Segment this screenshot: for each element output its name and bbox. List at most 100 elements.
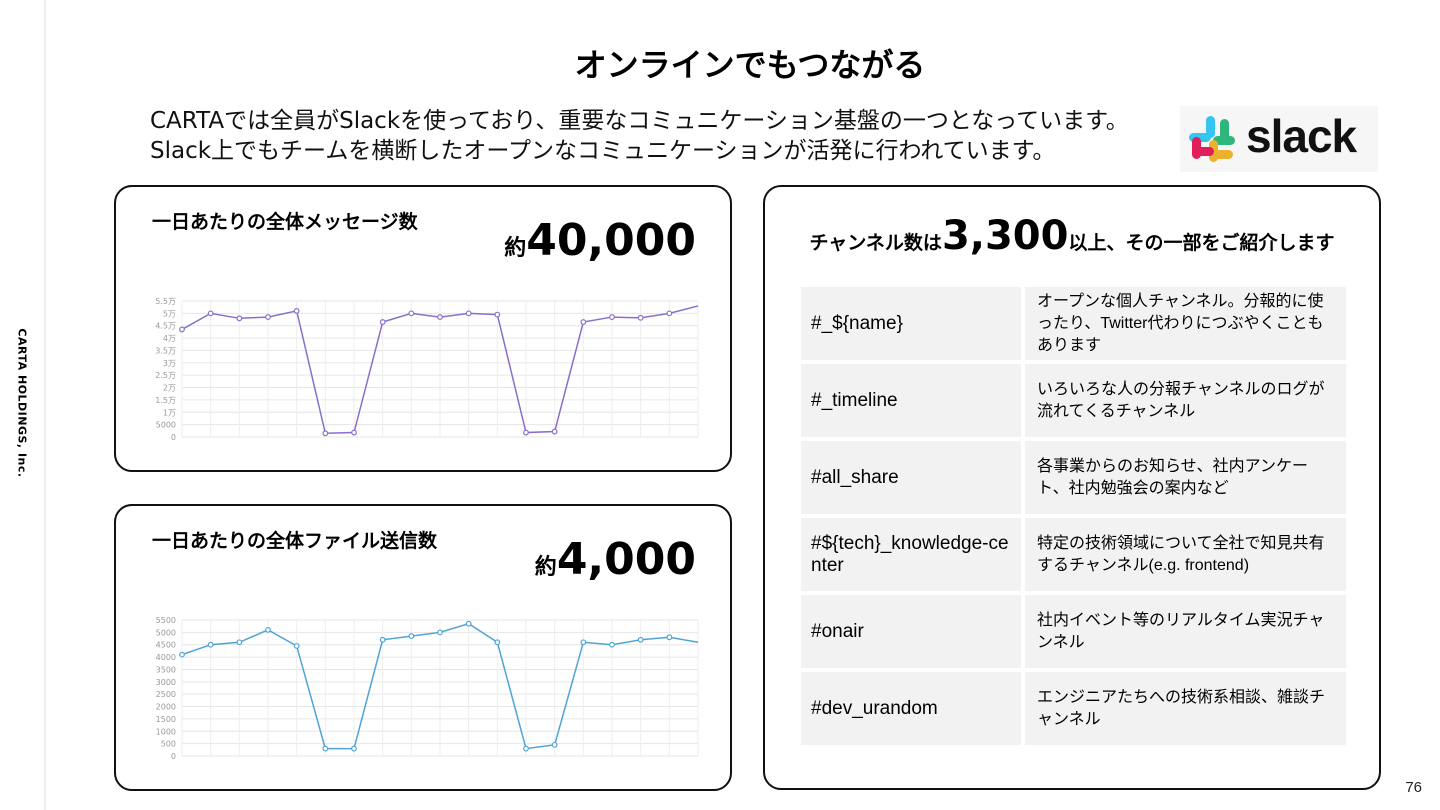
data-point [408,310,415,317]
data-point [236,639,243,646]
channel-row: #_timeline いろいろな人の分報チャンネルのログが流れてくるチャンネル [801,364,1346,437]
files-stat: 約4,000 [535,534,696,585]
company-name: CARTA HOLDINGS, Inc. [15,328,29,478]
messages-value: 40,000 [526,215,696,266]
data-point [293,643,300,649]
y-tick-label: 0 [171,433,176,442]
files-label: 一日あたりの全体ファイル送信数 [152,530,438,552]
channels-head-post: 以上、その一部をご紹介します [1068,232,1335,254]
slack-hash-icon [1189,116,1235,162]
data-point [637,314,644,321]
y-tick-label: 3000 [156,678,176,687]
intro-line-1: CARTAでは全員がSlackを使っており、重要なコミュニケーション基盤の一つと… [150,108,1129,134]
y-tick-label: 2500 [156,690,176,699]
y-tick-label: 4.5万 [155,322,176,331]
y-tick-label: 5.5万 [155,297,176,306]
channel-name: #_timeline [801,364,1021,437]
y-tick-label: 3万 [163,359,176,368]
data-point [236,315,243,322]
page-title: オンラインでもつながる [574,46,926,84]
y-tick-label: 5万 [163,309,176,318]
data-point [437,314,443,320]
y-tick-label: 5000 [156,628,176,637]
messages-stat: 約40,000 [504,215,696,266]
channel-desc: 特定の技術領域について全社で知見共有するチャンネル(e.g. frontend) [1025,518,1346,591]
data-point [351,745,357,752]
data-point [465,310,472,317]
y-tick-label: 5000 [156,421,176,430]
y-tick-label: 5500 [156,616,176,625]
files-value: 4,000 [556,534,696,585]
y-tick-label: 1万 [163,408,176,417]
data-point [179,651,185,658]
data-point [207,641,214,648]
data-point [494,311,501,318]
data-point [437,629,443,636]
channel-name: #all_share [801,441,1021,514]
data-point [465,620,472,627]
y-tick-label: 500 [161,740,176,749]
data-point [666,634,673,641]
y-tick-label: 3500 [156,665,176,674]
data-point [207,310,214,317]
y-tick-label: 1500 [156,715,176,724]
data-point [351,429,357,436]
data-point [408,633,415,639]
data-point [580,319,587,325]
y-tick-label: 4500 [156,641,176,650]
intro-line-2: Slack上でもチームを横断したオープンなコミュニケーションが活発に行われていま… [150,138,1056,164]
data-point [379,319,386,325]
channels-count: 3,300 [941,213,1069,259]
files-chart: 0 500 1000 1500 2000 2500 3000 3500 4000 4500 5000… [156,616,699,761]
y-tick-label: 3.5万 [155,346,176,355]
files-prefix: 約 [534,555,557,580]
channel-name: #${tech}_knowledge-center [801,518,1021,591]
channel-name: #_${name} [801,287,1021,360]
y-tick-label: 0 [171,752,176,761]
channel-row: #${tech}_knowledge-center 特定の技術領域について全社で… [801,518,1346,591]
data-point [179,326,185,333]
data-point [265,626,271,633]
channel-row: #all_share 各事業からのお知らせ、社内アンケート、社内勉強会の案内など [801,441,1346,514]
y-tick-label: 1000 [156,727,176,736]
side-bar: CARTA HOLDINGS, Inc. [0,0,46,810]
y-tick-label: 4000 [156,653,176,662]
data-point [523,745,529,752]
channel-desc: オープンな個人チャンネル。分報的に使ったり、Twitter代わりにつぶやくことも… [1025,287,1346,360]
slack-wordmark: slack [1246,110,1357,162]
intro-text: CARTAでは全員がSlackを使っており、重要なコミュニケーション基盤の一つと… [150,106,1170,166]
channel-row: #_${name} オープンな個人チャンネル。分報的に使ったり、Twitter代… [801,287,1346,360]
page-number: 76 [1405,779,1422,796]
slack-logo: slack [1180,106,1378,172]
data-point [293,307,300,314]
data-point [666,310,673,317]
y-tick-label: 2.5万 [155,371,176,380]
channels-head-pre: チャンネル数は [809,232,942,254]
messages-label: 一日あたりの全体メッセージ数 [152,211,418,233]
files-card: 一日あたりの全体ファイル送信数 約4,000 0 500 1000 1500 2000 2… [114,504,732,791]
channel-desc: 社内イベント等のリアルタイム実況チャンネル [1025,595,1346,668]
channel-row: #onair 社内イベント等のリアルタイム実況チャンネル [801,595,1346,668]
y-tick-label: 1.5万 [155,396,176,405]
data-point [523,429,529,436]
data-point [609,314,615,320]
y-tick-label: 2万 [163,384,176,393]
channel-desc: いろいろな人の分報チャンネルのログが流れてくるチャンネル [1025,364,1346,437]
data-point [322,745,329,752]
channels-heading: チャンネル数は3,300以上、その一部をご紹介します [765,213,1379,259]
channel-row: #dev_urandom エンジニアたちへの技術系相談、雑談チャンネル [801,672,1346,745]
data-point [551,741,558,748]
data-point [379,636,386,643]
y-tick-label: 4万 [163,334,176,343]
data-point [551,428,558,435]
channel-desc: エンジニアたちへの技術系相談、雑談チャンネル [1025,672,1346,745]
messages-chart: 0 5000 1万 1.5万 2万 2.5万 3万 3.5万 4万 4.5万 5万 5.5万 [155,297,699,442]
messages-card: 一日あたりの全体メッセージ数 約40,000 0 5000 1万 1.5万 2万 2.5万… [114,185,732,472]
channels-table: #_${name} オープンな個人チャンネル。分報的に使ったり、Twitter代… [801,287,1346,749]
data-point [494,639,501,646]
channel-name: #onair [801,595,1021,668]
channel-desc: 各事業からのお知らせ、社内アンケート、社内勉強会の案内など [1025,441,1346,514]
data-point [580,639,587,646]
messages-prefix: 約 [504,236,527,261]
data-point [609,641,615,648]
